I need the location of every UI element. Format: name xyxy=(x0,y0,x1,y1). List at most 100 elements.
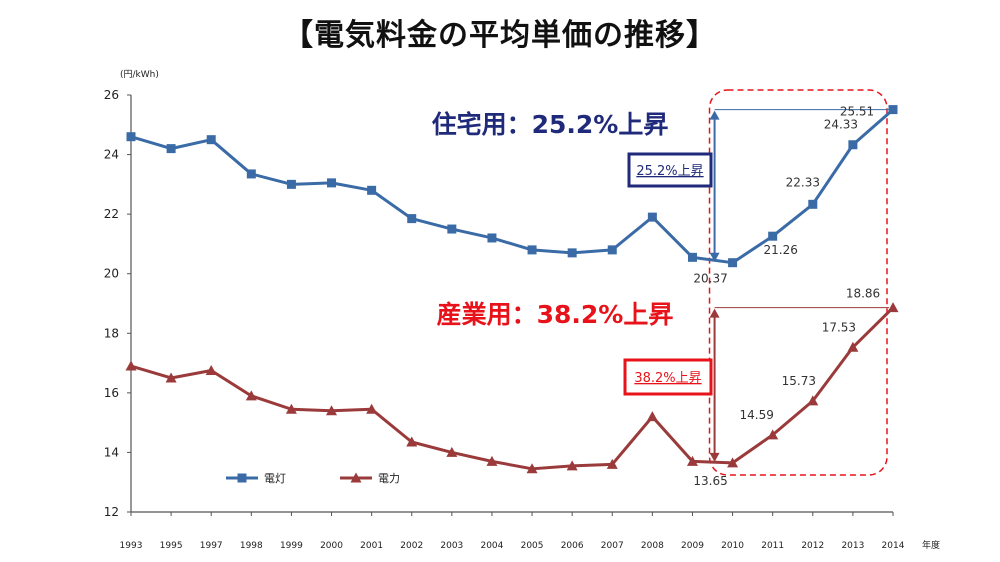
data-point-square xyxy=(687,252,697,262)
y-axis-title: (円/kWh) xyxy=(120,69,159,80)
x-tick-label: 2012 xyxy=(801,541,824,551)
data-label: 22.33 xyxy=(786,175,820,189)
annotation-layer xyxy=(708,89,889,476)
page-title: 【電気料金の平均単価の推移】 xyxy=(283,18,717,53)
data-point-triangle xyxy=(285,403,297,414)
data-label: 15.73 xyxy=(782,374,816,388)
chart-axes: 12 14 16 18 20 22 24 26 1993 1995 1997 1998 1999 2000… xyxy=(104,69,940,551)
data-point-square xyxy=(647,212,657,222)
data-label: 17.53 xyxy=(822,320,856,334)
residential-box-label: 25.2%上昇 xyxy=(636,164,703,179)
data-point-triangle xyxy=(847,341,859,352)
data-point-square xyxy=(246,169,256,179)
data-point-triangle xyxy=(205,365,217,376)
series-line-0 xyxy=(130,108,894,265)
data-point-triangle xyxy=(767,429,779,440)
x-tick-label: 2013 xyxy=(841,541,864,551)
data-point-square xyxy=(407,214,417,224)
x-tick-label: 2002 xyxy=(400,541,423,551)
data-point-triangle xyxy=(686,455,698,466)
data-point-triangle xyxy=(406,436,418,447)
legend-swatch-square xyxy=(237,473,247,483)
x-tick-label: 1993 xyxy=(120,541,143,551)
residential-arrow-head-down xyxy=(709,252,720,262)
legend-label: 電力 xyxy=(378,472,400,485)
x-tick-label: 2007 xyxy=(601,541,624,551)
data-point-square xyxy=(286,179,296,189)
data-label: 25.51 xyxy=(840,105,874,119)
data-point-square xyxy=(848,140,858,150)
industrial-box xyxy=(623,358,713,396)
data-point-square xyxy=(126,132,136,142)
series-lines xyxy=(130,108,895,471)
highlight-dashed-box xyxy=(708,89,888,476)
x-tick-label: 2005 xyxy=(521,541,544,551)
data-point-square xyxy=(367,185,377,195)
data-point-triangle xyxy=(566,460,578,471)
series-markers xyxy=(125,105,899,474)
residential-increase-headline: 住宅用：25.2%上昇 xyxy=(432,110,669,139)
industrial-arrow-head-up xyxy=(709,308,720,318)
data-point-square xyxy=(768,231,778,241)
residential-arrow-head-up xyxy=(709,110,720,120)
data-label: 20.37 xyxy=(693,272,727,286)
data-point-triangle xyxy=(807,395,819,406)
data-point-square xyxy=(527,245,537,255)
data-point-square xyxy=(166,144,176,154)
x-tick-label: 2006 xyxy=(561,541,584,551)
y-tick-label: 16 xyxy=(104,386,119,400)
x-tick-label: 2003 xyxy=(440,541,463,551)
data-point-triangle xyxy=(245,390,257,401)
data-point-triangle xyxy=(125,360,137,371)
chart-legend: 電灯 電力 xyxy=(226,472,400,485)
x-tick-label: 2008 xyxy=(641,541,664,551)
data-point-square xyxy=(888,105,898,115)
x-axis-unit: 年度 xyxy=(922,539,940,551)
industrial-increase-headline: 産業用：38.2%上昇 xyxy=(437,300,674,329)
data-point-triangle xyxy=(366,403,378,414)
data-point-triangle xyxy=(727,457,739,468)
data-point-triangle xyxy=(486,455,498,466)
x-tick-label: 2009 xyxy=(681,541,704,551)
x-tick-label: 1998 xyxy=(240,541,263,551)
y-tick-label: 22 xyxy=(104,207,119,221)
x-tick-label: 2004 xyxy=(480,541,503,551)
y-tick-label: 12 xyxy=(104,505,119,519)
data-label: 13.65 xyxy=(693,474,727,488)
data-label: 24.33 xyxy=(824,118,858,132)
x-tick-label: 1995 xyxy=(160,541,183,551)
x-tick-label: 1997 xyxy=(200,541,223,551)
x-tick-label: 2010 xyxy=(721,541,744,551)
data-point-square xyxy=(808,199,818,209)
data-point-triangle xyxy=(887,302,899,313)
data-point-triangle xyxy=(446,446,458,457)
y-tick-label: 18 xyxy=(104,326,119,340)
data-point-square xyxy=(487,233,497,243)
data-point-square xyxy=(327,178,337,188)
series-line-1 xyxy=(130,306,895,471)
data-label: 18.86 xyxy=(846,287,880,301)
industrial-box-label: 38.2%上昇 xyxy=(634,371,701,386)
industrial-arrow-head-down xyxy=(709,452,720,462)
y-tick-label: 20 xyxy=(104,267,119,281)
data-point-square xyxy=(607,245,617,255)
data-point-square xyxy=(447,224,457,234)
data-point-triangle xyxy=(526,463,538,474)
x-tick-label: 1999 xyxy=(280,541,303,551)
legend-label: 電灯 xyxy=(264,472,286,485)
x-tick-label: 2011 xyxy=(761,541,784,551)
residential-box xyxy=(627,152,713,188)
data-point-triangle xyxy=(646,411,658,422)
y-tick-label: 14 xyxy=(104,445,119,459)
data-label: 14.59 xyxy=(740,408,774,422)
x-tick-label: 2001 xyxy=(360,541,383,551)
x-tick-label: 2000 xyxy=(320,541,343,551)
data-point-triangle xyxy=(606,458,618,469)
data-point-triangle xyxy=(326,405,338,416)
data-point-square xyxy=(206,135,216,145)
x-tick-label: 2014 xyxy=(882,541,905,551)
y-tick-label: 26 xyxy=(104,88,119,102)
